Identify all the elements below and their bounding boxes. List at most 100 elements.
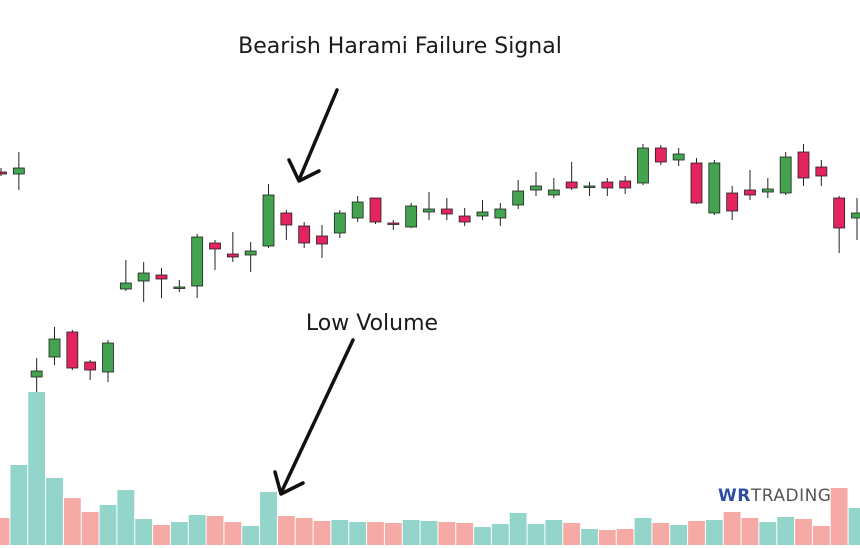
candle-body bbox=[530, 185, 542, 191]
candle-body bbox=[66, 331, 79, 369]
volume-bar bbox=[46, 478, 63, 545]
volume-bar bbox=[581, 529, 598, 545]
annotation: Low Volume bbox=[306, 311, 438, 336]
candle-body bbox=[619, 180, 632, 189]
candle-body bbox=[280, 212, 293, 226]
candle-body bbox=[191, 236, 204, 287]
volume-bar bbox=[474, 527, 491, 545]
candle-body bbox=[119, 282, 132, 290]
volume-bar bbox=[652, 523, 670, 545]
candle-body bbox=[173, 286, 186, 289]
volume-bar bbox=[117, 490, 135, 545]
volume-bar bbox=[331, 520, 349, 545]
volume-bar bbox=[598, 530, 616, 545]
volume-bar bbox=[402, 520, 420, 545]
candle-body bbox=[476, 211, 489, 217]
candle-body bbox=[387, 222, 400, 225]
volume-bar bbox=[384, 523, 402, 545]
candle-body bbox=[333, 212, 346, 234]
candle-body bbox=[12, 167, 25, 175]
candle-body bbox=[262, 194, 275, 247]
volume-bar bbox=[438, 522, 456, 545]
candle-body bbox=[547, 189, 560, 196]
volume-bar bbox=[81, 512, 99, 545]
volume-bar bbox=[295, 518, 313, 545]
candle-body bbox=[0, 171, 7, 175]
logo-name: TRADING bbox=[750, 486, 832, 506]
volume-bar bbox=[705, 520, 723, 545]
candle-body bbox=[298, 225, 311, 244]
candle-layer bbox=[0, 144, 860, 392]
logo-mark: WR bbox=[718, 486, 751, 506]
candle-body bbox=[102, 342, 114, 373]
candle-body bbox=[779, 156, 792, 194]
volume-bar bbox=[848, 508, 860, 545]
volume-bar bbox=[367, 522, 384, 545]
annotation: Bearish Harami Failure Signal bbox=[238, 34, 562, 59]
candle-body bbox=[351, 201, 364, 219]
candle-body bbox=[637, 147, 649, 184]
candle-body bbox=[440, 208, 453, 215]
candle-body bbox=[851, 212, 860, 219]
volume-bar bbox=[349, 522, 367, 545]
volume-bar bbox=[420, 521, 438, 545]
volume-bar bbox=[99, 505, 117, 545]
candle-body bbox=[815, 166, 828, 177]
volume-bar bbox=[741, 518, 759, 545]
candle-body bbox=[565, 181, 578, 189]
candle-body bbox=[494, 208, 507, 219]
volume-bar bbox=[0, 518, 10, 545]
candle-body bbox=[226, 253, 239, 258]
volume-bar bbox=[616, 529, 634, 545]
volume-layer bbox=[0, 392, 860, 545]
candle-body bbox=[405, 205, 418, 228]
candle-body bbox=[726, 192, 739, 212]
candle-body bbox=[458, 215, 471, 223]
volume-bar bbox=[759, 522, 777, 545]
volume-bar bbox=[509, 513, 527, 545]
candle-body bbox=[672, 153, 685, 161]
candle-body bbox=[833, 197, 846, 229]
candle-body bbox=[137, 272, 150, 282]
volume-bar bbox=[830, 488, 848, 545]
volume-bar bbox=[456, 523, 474, 545]
candle-body bbox=[761, 188, 774, 193]
volume-bar bbox=[260, 492, 277, 545]
volume-bar bbox=[812, 526, 830, 545]
candle-body bbox=[601, 181, 614, 189]
volume-bar bbox=[527, 524, 545, 545]
volume-bar bbox=[170, 522, 188, 545]
volume-bar bbox=[545, 520, 563, 545]
candle-body bbox=[744, 189, 756, 196]
volume-bar bbox=[10, 465, 28, 545]
candle-body bbox=[155, 274, 168, 280]
candle-body bbox=[84, 361, 97, 371]
volume-bar bbox=[634, 518, 652, 545]
volume-bar bbox=[313, 521, 331, 545]
candle-body bbox=[30, 370, 43, 378]
volume-bar bbox=[224, 522, 242, 545]
volume-bar bbox=[188, 515, 206, 545]
candle-body bbox=[316, 235, 328, 245]
volume-bar bbox=[795, 519, 812, 545]
candle-body bbox=[209, 242, 221, 250]
volume-bar bbox=[153, 525, 170, 545]
candle-body bbox=[654, 147, 667, 163]
volume-bar bbox=[63, 498, 81, 545]
candle-body bbox=[708, 162, 721, 214]
volume-bar bbox=[777, 517, 795, 545]
candle-body bbox=[244, 250, 257, 256]
candle-body bbox=[512, 190, 525, 206]
candle-body bbox=[797, 151, 810, 179]
volume-bar bbox=[135, 519, 153, 545]
volume-bar bbox=[277, 516, 295, 545]
volume-bar bbox=[491, 524, 509, 545]
volume-bar bbox=[242, 526, 260, 545]
candle-body bbox=[690, 162, 703, 204]
arrow-1 bbox=[287, 88, 339, 183]
candle-body bbox=[423, 208, 435, 213]
logo: WRTRADING bbox=[718, 486, 831, 506]
volume-bar bbox=[28, 392, 46, 545]
